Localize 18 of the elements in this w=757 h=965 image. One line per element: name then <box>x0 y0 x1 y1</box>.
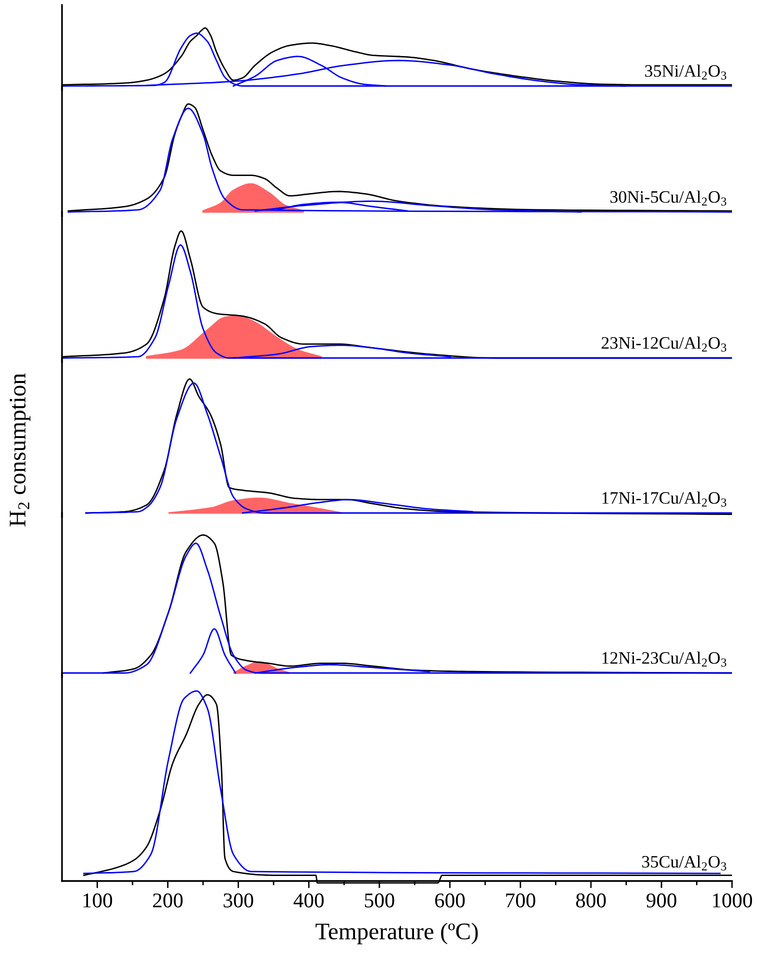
annotation: 12Ni-23Cu/Al$_{2}$O$_{3}$ <box>602 652 726 667</box>
x-tick-label: 100 <box>83 893 112 908</box>
x-tick-label: 500 <box>364 893 394 908</box>
x-tick-label: 800 <box>576 893 606 908</box>
x-tick-label: 700 <box>506 893 536 908</box>
x-tick-label: 300 <box>224 893 254 908</box>
x-axis-title: Temperature (ºC) <box>316 922 478 944</box>
x-tick-label: 200 <box>153 893 183 908</box>
x-tick-label: 1000 <box>713 893 752 908</box>
x-tick-label: 400 <box>294 893 324 908</box>
y-axis-title: H$_{2}$ consumption <box>10 373 30 526</box>
annotation: 17Ni-17Cu/Al$_{2}$O$_{3}$ <box>602 492 726 507</box>
annotation: 35Ni/Al$_{2}$O$_{3}$ <box>645 64 726 80</box>
annotation: 23Ni-12Cu/Al$_{2}$O$_{3}$ <box>602 336 726 352</box>
annotation: 30Ni-5Cu/Al$_{2}$O$_{3}$ <box>610 190 726 206</box>
annotation: 35Cu/Al$_{2}$O$_{3}$ <box>642 855 726 870</box>
x-tick-label: 900 <box>646 893 676 908</box>
x-tick-label: 600 <box>435 893 465 908</box>
